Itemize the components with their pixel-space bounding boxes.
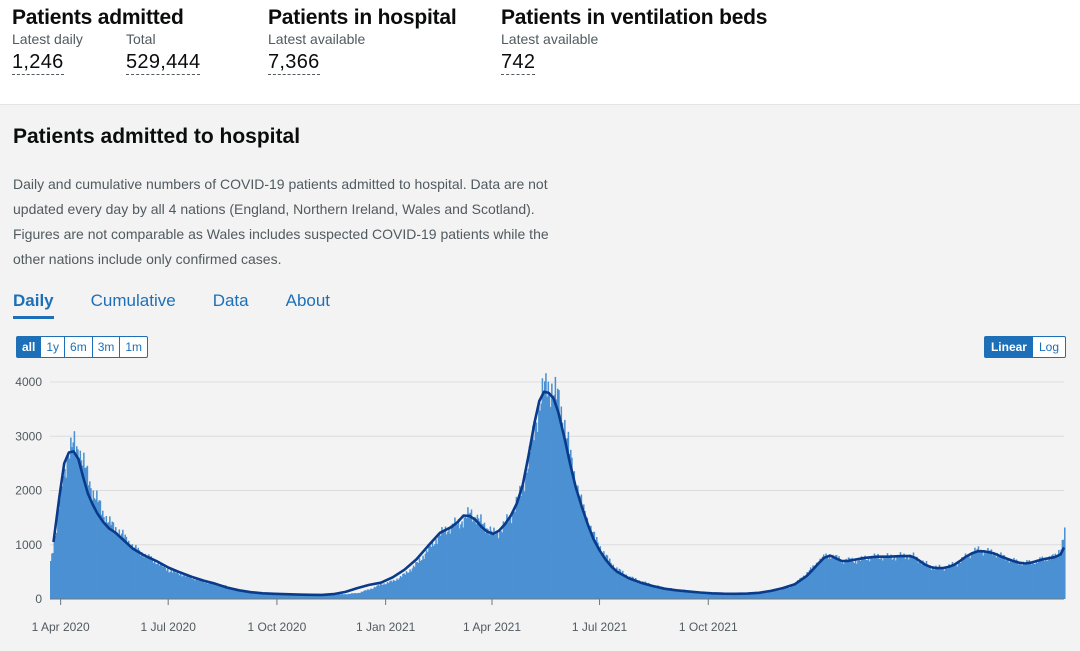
total-value[interactable]: 529,444 (126, 51, 201, 75)
hospital-label: Latest available (268, 31, 366, 47)
tab-data[interactable]: Data (212, 291, 249, 310)
chart-tabs: Daily Cumulative Data About (13, 291, 330, 319)
ventilation-title: Patients in ventilation beds (501, 6, 768, 29)
admitted-block: Patients admitted (12, 6, 184, 30)
tab-daily[interactable]: Daily (13, 291, 54, 319)
range-3m-button[interactable]: 3m (93, 337, 121, 357)
headline-summary: Patients admitted Latest daily 1,246 Tot… (0, 0, 1080, 104)
ventilation-latest: Latest available 742 (501, 31, 598, 75)
range-all-button[interactable]: all (17, 337, 42, 357)
scale-selector: Linear Log (983, 336, 1066, 358)
time-range-selector: all 1y 6m 3m 1m (16, 336, 149, 358)
card-description: Daily and cumulative numbers of COVID-19… (13, 176, 549, 267)
tab-cumulative[interactable]: Cumulative (90, 291, 176, 310)
range-6m-button[interactable]: 6m (65, 337, 93, 357)
latest-daily-value[interactable]: 1,246 (12, 51, 64, 75)
ventilation-block: Patients in ventilation beds (501, 6, 767, 30)
admissions-card: Patients admitted to hospital Daily and … (0, 104, 1080, 651)
scale-log-button[interactable]: Log (1038, 340, 1059, 354)
tab-about[interactable]: About (285, 291, 331, 310)
hospital-block: Patients in hospital (268, 6, 457, 30)
admitted-latest-daily: Latest daily 1,246 (12, 31, 83, 75)
hospital-value[interactable]: 7,366 (268, 51, 320, 75)
latest-daily-label: Latest daily (12, 31, 83, 47)
card-title: Patients admitted to hospital (13, 125, 301, 148)
range-1m-button[interactable]: 1m (125, 340, 143, 354)
admitted-total: Total 529,444 (126, 31, 201, 75)
scale-linear-button[interactable]: Linear (984, 337, 1033, 357)
ventilation-label: Latest available (501, 31, 599, 47)
admitted-title: Patients admitted (12, 6, 184, 29)
ventilation-value[interactable]: 742 (501, 51, 536, 75)
hospital-title: Patients in hospital (268, 6, 457, 29)
hospital-latest: Latest available 7,366 (268, 31, 365, 75)
range-1y-button[interactable]: 1y (41, 337, 66, 357)
total-label: Total (126, 31, 156, 47)
